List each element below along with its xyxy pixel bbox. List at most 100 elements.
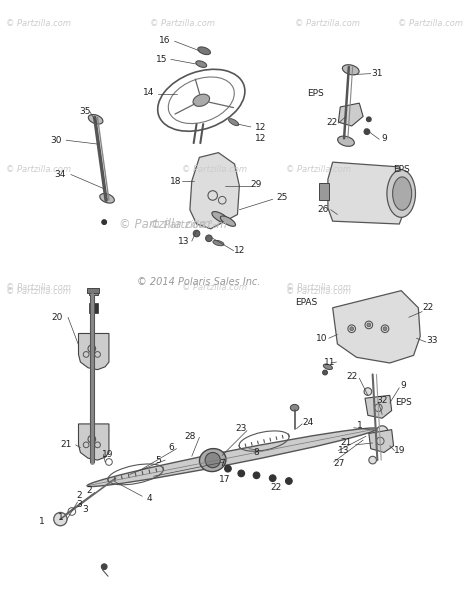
Text: 19: 19 — [102, 450, 114, 459]
Circle shape — [54, 512, 67, 526]
Text: 21: 21 — [60, 440, 72, 449]
Circle shape — [364, 129, 370, 135]
Text: 2: 2 — [77, 491, 82, 500]
Text: 19: 19 — [393, 446, 405, 455]
Text: 13: 13 — [338, 446, 350, 455]
Text: 12: 12 — [234, 246, 245, 255]
Text: © Partzilla.com: © Partzilla.com — [6, 283, 71, 293]
Text: © Partzilla.com: © Partzilla.com — [6, 165, 71, 174]
Text: EPS: EPS — [393, 165, 410, 174]
Circle shape — [253, 472, 260, 479]
Ellipse shape — [100, 194, 114, 203]
Ellipse shape — [88, 115, 103, 124]
Ellipse shape — [87, 428, 377, 487]
Text: 30: 30 — [50, 136, 62, 144]
Bar — [89, 291, 98, 296]
Text: 28: 28 — [184, 432, 196, 441]
Text: 22: 22 — [270, 483, 281, 492]
Bar — [87, 288, 100, 293]
Text: © 2014 Polaris Sales Inc.: © 2014 Polaris Sales Inc. — [137, 277, 260, 288]
Circle shape — [101, 564, 107, 569]
Text: 12: 12 — [255, 134, 266, 143]
Circle shape — [285, 478, 292, 484]
Polygon shape — [369, 430, 393, 452]
Text: 15: 15 — [155, 55, 167, 64]
Circle shape — [206, 235, 212, 242]
Text: 4: 4 — [146, 493, 152, 503]
Text: 22: 22 — [422, 304, 433, 312]
Text: 2: 2 — [86, 486, 92, 495]
Text: © Partzilla.com: © Partzilla.com — [182, 165, 247, 174]
Text: 10: 10 — [316, 334, 327, 343]
Text: © Partzilla.com: © Partzilla.com — [150, 19, 215, 28]
Ellipse shape — [392, 177, 411, 210]
Text: 3: 3 — [77, 500, 82, 509]
Text: © Partzilla.com: © Partzilla.com — [6, 19, 71, 28]
Text: 7: 7 — [219, 459, 225, 469]
Ellipse shape — [337, 136, 355, 146]
Text: 1: 1 — [38, 517, 44, 526]
Text: 25: 25 — [276, 193, 288, 202]
Text: 20: 20 — [51, 313, 62, 322]
Text: © Partzilla.com: © Partzilla.com — [182, 283, 247, 293]
Ellipse shape — [200, 449, 226, 472]
Text: 3: 3 — [82, 505, 88, 514]
Circle shape — [269, 475, 276, 481]
Text: © Partzilla.⁸₀m: © Partzilla.⁸₀m — [150, 220, 227, 229]
Circle shape — [376, 426, 388, 437]
Text: © Partzilla.com: © Partzilla.com — [399, 19, 464, 28]
Bar — [89, 303, 98, 313]
Text: 17: 17 — [219, 475, 231, 484]
Polygon shape — [328, 162, 404, 224]
Text: 6: 6 — [168, 443, 173, 452]
Circle shape — [102, 220, 107, 225]
Text: EPS: EPS — [395, 398, 411, 407]
Ellipse shape — [213, 240, 224, 246]
Text: 9: 9 — [381, 134, 387, 143]
Circle shape — [369, 456, 376, 464]
Circle shape — [323, 370, 328, 375]
Text: 23: 23 — [236, 424, 247, 433]
Polygon shape — [365, 395, 392, 418]
Polygon shape — [190, 152, 239, 229]
Circle shape — [225, 466, 231, 472]
Text: © Partzilla.com: © Partzilla.com — [286, 283, 351, 293]
Text: EPS: EPS — [307, 89, 324, 98]
Text: 1: 1 — [357, 421, 363, 430]
Text: 32: 32 — [376, 396, 388, 405]
Text: 13: 13 — [178, 237, 190, 246]
Text: 5: 5 — [155, 456, 161, 464]
Ellipse shape — [212, 212, 229, 223]
Ellipse shape — [198, 47, 210, 55]
Polygon shape — [79, 333, 109, 370]
Text: 35: 35 — [80, 107, 91, 116]
Text: 29: 29 — [251, 180, 262, 189]
Circle shape — [193, 230, 200, 237]
Circle shape — [238, 470, 245, 476]
Ellipse shape — [342, 65, 359, 75]
Text: © Partzilla.com: © Partzilla.com — [118, 218, 210, 231]
Text: 31: 31 — [372, 69, 383, 78]
Text: 8: 8 — [254, 448, 259, 457]
Bar — [319, 183, 329, 200]
Ellipse shape — [193, 94, 210, 106]
Ellipse shape — [323, 364, 332, 370]
Text: 34: 34 — [55, 170, 66, 179]
Ellipse shape — [228, 118, 239, 126]
Ellipse shape — [290, 404, 299, 411]
Polygon shape — [333, 291, 420, 363]
Text: EPAS: EPAS — [295, 297, 317, 307]
Text: 21: 21 — [340, 438, 352, 447]
Text: 22: 22 — [346, 372, 357, 381]
Text: 11: 11 — [324, 358, 336, 367]
Circle shape — [205, 452, 220, 468]
Text: 14: 14 — [143, 88, 155, 97]
Ellipse shape — [220, 216, 236, 226]
Text: 27: 27 — [334, 459, 345, 469]
Text: 24: 24 — [302, 418, 313, 427]
Text: 12: 12 — [255, 123, 266, 132]
Polygon shape — [338, 103, 363, 126]
Text: 22: 22 — [326, 118, 337, 127]
Text: © Partzilla.com: © Partzilla.com — [295, 19, 360, 28]
Ellipse shape — [387, 170, 416, 217]
